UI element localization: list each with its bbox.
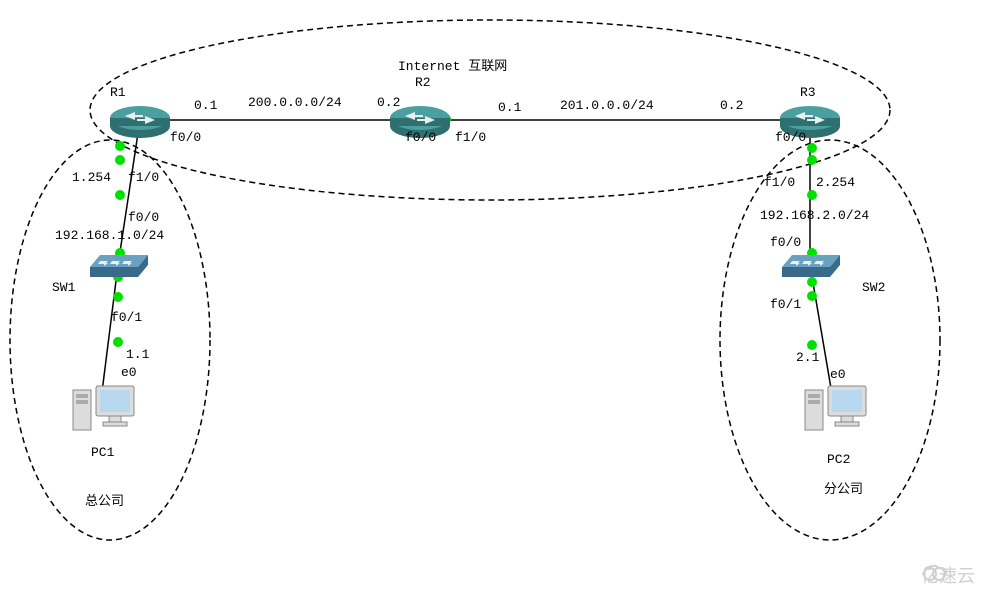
link-dot [807,143,817,153]
subnet-label: 192.168.2.0/24 [760,208,869,223]
ip-label: 0.1 [194,98,217,113]
link-dot [807,155,817,165]
network-diagram-canvas [0,0,985,596]
subnet-label: 201.0.0.0/24 [560,98,654,113]
link-dot [115,141,125,151]
pc-PC2 [805,386,866,430]
ip-label: 1.254 [72,170,111,185]
interface-label: f0/0 [775,130,806,145]
link-SW1-PC1 [101,265,118,400]
interface-label: f0/1 [770,297,801,312]
ip-label: 0.2 [377,95,400,110]
switch-SW1 [90,255,148,277]
subnet-label: 200.0.0.0/24 [248,95,342,110]
region-title-branch: 分公司 [824,478,863,497]
ip-label: 1.1 [126,347,149,362]
router-R1 [110,106,170,138]
interface-label: e0 [121,365,137,380]
node-label-R3: R3 [800,85,816,100]
ip-label: 0.1 [498,100,521,115]
link-dot [807,190,817,200]
interface-label: f1/0 [455,130,486,145]
interface-label: f0/1 [111,310,142,325]
interface-label: f0/0 [170,130,201,145]
interface-label: f0/0 [770,235,801,250]
region-title-hq: 总公司 [85,490,124,509]
interface-label: f0/0 [405,130,436,145]
node-label-PC1: PC1 [91,445,114,460]
link-dot [807,277,817,287]
interface-label: f1/0 [764,175,795,190]
interface-label: e0 [830,367,846,382]
interface-label: f1/0 [128,170,159,185]
node-label-SW1: SW1 [52,280,75,295]
subnet-label: 192.168.1.0/24 [55,228,164,243]
region-title-internet: Internet 互联网 [398,55,507,74]
node-label-PC2: PC2 [827,452,850,467]
ip-label: 2.1 [796,350,819,365]
node-label-SW2: SW2 [862,280,885,295]
node-label-R1: R1 [110,85,126,100]
ip-label: 0.2 [720,98,743,113]
link-dot [113,292,123,302]
pc-PC1 [73,386,134,430]
node-label-R2: R2 [415,75,431,90]
link-dot [807,291,817,301]
link-dot [113,337,123,347]
link-dot [115,190,125,200]
link-dot [115,155,125,165]
switch-SW2 [782,255,840,277]
region-hq [10,140,210,540]
watermark: 亿速云 [921,562,975,588]
interface-label: f0/0 [128,210,159,225]
ip-label: 2.254 [816,175,855,190]
link-dot [807,340,817,350]
